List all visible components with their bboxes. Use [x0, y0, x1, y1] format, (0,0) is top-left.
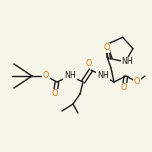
- Text: NH: NH: [64, 71, 76, 81]
- Text: NH: NH: [97, 71, 109, 81]
- Text: O: O: [134, 78, 140, 86]
- Text: O: O: [86, 59, 92, 67]
- Text: O: O: [52, 90, 58, 98]
- Text: O: O: [43, 71, 49, 81]
- Text: O: O: [103, 43, 110, 52]
- Text: NH: NH: [121, 57, 133, 66]
- Text: O: O: [121, 83, 127, 93]
